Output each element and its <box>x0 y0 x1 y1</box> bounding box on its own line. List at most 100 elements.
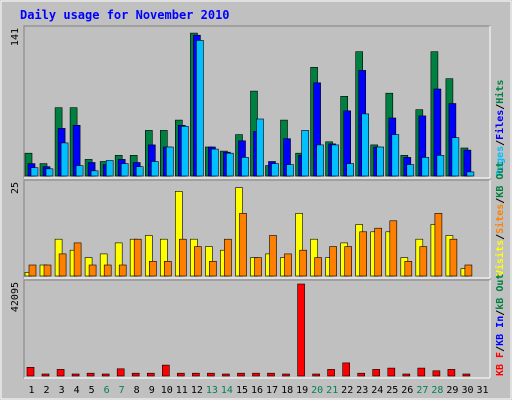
day-label: 6 <box>104 385 110 396</box>
bar <box>271 163 279 177</box>
bar <box>162 364 170 377</box>
series-sites <box>28 213 473 277</box>
day-label: 13 <box>206 385 218 396</box>
bar <box>295 213 303 277</box>
panel-max-label: 141 <box>10 28 21 46</box>
bar <box>194 246 202 277</box>
bar <box>222 373 230 377</box>
panel-max-label: 42095 <box>10 282 21 312</box>
bar <box>301 130 309 177</box>
bar <box>346 163 355 177</box>
bar <box>60 142 69 177</box>
bar <box>101 373 110 377</box>
bar <box>299 249 307 277</box>
bar <box>160 238 168 277</box>
day-label: 4 <box>74 385 80 396</box>
day-label: 27 <box>416 385 428 396</box>
bar <box>269 235 277 277</box>
bar <box>118 264 127 277</box>
bar <box>131 372 140 377</box>
day-label: 7 <box>119 385 125 396</box>
bar <box>149 260 157 277</box>
bar <box>282 373 290 377</box>
bar <box>432 370 441 377</box>
bar <box>145 235 153 277</box>
bar <box>41 373 50 377</box>
bar <box>175 191 183 277</box>
day-label: 10 <box>161 385 173 396</box>
bar <box>241 157 249 177</box>
bar <box>211 148 219 177</box>
bar <box>135 166 144 177</box>
legend-entry: / <box>495 140 506 146</box>
panel-background <box>23 279 491 379</box>
day-label: 23 <box>356 385 368 396</box>
day-label: 9 <box>149 385 155 396</box>
day-label: 1 <box>28 385 34 396</box>
bar <box>26 366 35 377</box>
day-label: 15 <box>236 385 248 396</box>
day-label: 18 <box>281 385 293 396</box>
bar <box>464 264 473 277</box>
bar <box>406 164 415 177</box>
series-kb-f <box>26 283 471 377</box>
bar <box>164 260 172 277</box>
day-label: 3 <box>59 385 65 396</box>
day-label: 14 <box>221 385 233 396</box>
bar <box>329 246 337 277</box>
bar <box>312 373 320 377</box>
bar <box>237 372 245 377</box>
day-label: 28 <box>431 385 443 396</box>
day-label: 17 <box>266 385 278 396</box>
bar <box>331 144 339 177</box>
panel-max-label: 25 <box>10 182 21 194</box>
bar <box>402 373 411 377</box>
bar <box>451 137 460 177</box>
bar <box>43 264 52 277</box>
day-label: 29 <box>446 385 458 396</box>
bar <box>151 161 159 177</box>
bar <box>30 167 39 177</box>
day-label: 12 <box>191 385 203 396</box>
panel-legend: Visits/Sites/KB Out <box>494 162 506 276</box>
legend-entry: / <box>495 346 506 352</box>
bar <box>359 231 368 277</box>
bar <box>387 367 396 377</box>
bar <box>120 163 129 177</box>
bar <box>58 253 67 277</box>
bar <box>196 40 204 177</box>
bar <box>133 238 142 277</box>
bar <box>256 118 264 177</box>
bar <box>434 213 443 277</box>
legend-entry: Visits <box>494 240 506 276</box>
bar <box>417 367 426 377</box>
day-label: 30 <box>461 385 473 396</box>
bar <box>224 238 232 277</box>
legend-entry: Sites <box>494 204 506 234</box>
bar <box>116 368 125 377</box>
legend-entry: kB Out <box>495 274 506 310</box>
bar <box>314 257 322 277</box>
bar <box>374 227 383 277</box>
bar <box>88 264 97 277</box>
bar <box>147 372 155 377</box>
day-label: 24 <box>371 385 383 396</box>
bar <box>207 372 215 377</box>
bar <box>226 152 234 177</box>
day-label: 20 <box>311 385 323 396</box>
bar <box>239 213 247 277</box>
bar <box>75 165 84 177</box>
bar <box>449 238 458 277</box>
legend-entry: / <box>495 234 506 240</box>
legend-entry: KB Out <box>495 162 506 198</box>
bar <box>372 369 381 377</box>
bar <box>209 260 217 277</box>
bar <box>166 146 174 177</box>
legend-entry: Hits <box>494 80 506 104</box>
bar <box>344 246 353 277</box>
bar <box>73 242 82 277</box>
bar <box>316 144 324 177</box>
bar <box>71 373 80 377</box>
